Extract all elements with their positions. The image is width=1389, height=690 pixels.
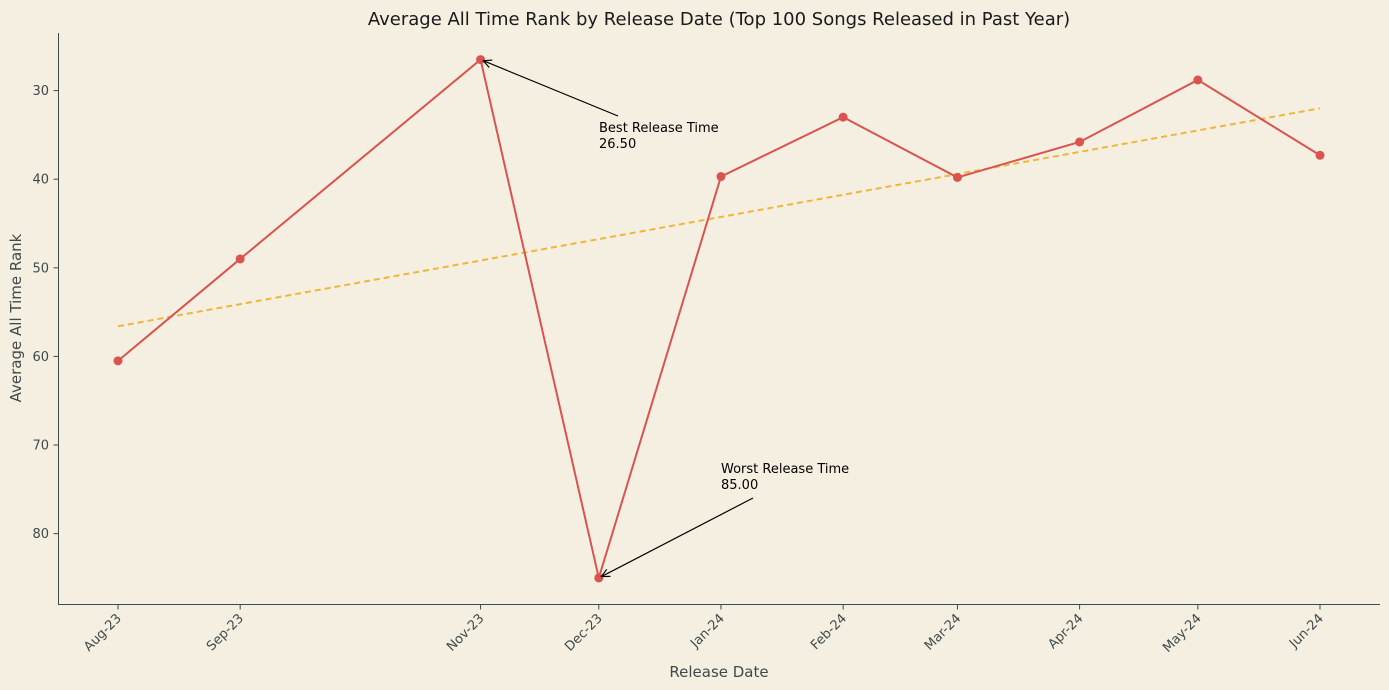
y-tick-label: 50 (32, 261, 49, 276)
data-point (1315, 150, 1325, 160)
x-tick-label: Jan-24 (687, 611, 728, 652)
x-tick-label: Jun-24 (1286, 611, 1327, 652)
annotation-value: 85.00 (721, 478, 758, 493)
x-tick-label: Sep-23 (204, 611, 247, 654)
annotation-label: Worst Release Time (721, 462, 849, 477)
x-tick-label: Mar-24 (922, 611, 964, 653)
annotation-value: 26.50 (599, 137, 636, 152)
chart-title: Average All Time Rank by Release Date (T… (368, 9, 1070, 30)
data-point (1193, 75, 1203, 85)
x-tick-label: Feb-24 (808, 611, 850, 653)
rank-line (117, 57, 1321, 582)
y-tick-label: 80 (32, 527, 49, 542)
y-tick-label: 60 (32, 350, 49, 365)
data-point (1075, 137, 1085, 147)
y-tick-label: 70 (32, 439, 49, 454)
y-axis-label: Average All Time Rank (7, 233, 25, 402)
x-tick-label: Apr-24 (1045, 611, 1086, 652)
annotation-label: Best Release Time (599, 121, 719, 136)
data-point (716, 172, 726, 182)
x-tick-label: Dec-23 (562, 611, 605, 654)
trend-line (117, 107, 1321, 328)
x-tick-label: May-24 (1160, 611, 1204, 655)
y-axis-ticks: 30 40 50 60 70 80 (32, 84, 59, 542)
y-tick-label: 30 (32, 84, 49, 99)
x-tick-label: Aug-23 (81, 611, 125, 655)
x-axis-label: Release Date (669, 663, 768, 681)
data-point (594, 573, 604, 583)
data-point (235, 254, 245, 264)
x-tick-label: Nov-23 (444, 611, 487, 654)
data-point (952, 172, 962, 182)
x-axis-ticks: Aug-23 Sep-23 Nov-23 Dec-23 Jan-24 Feb-24 Mar-… (81, 604, 1327, 656)
series-layer (113, 55, 1325, 583)
y-tick-label: 40 (32, 173, 49, 188)
data-point (838, 112, 848, 122)
data-point (113, 356, 123, 366)
annotation-arrow (601, 497, 754, 577)
annotation-arrow (483, 61, 619, 117)
data-point (476, 55, 486, 65)
